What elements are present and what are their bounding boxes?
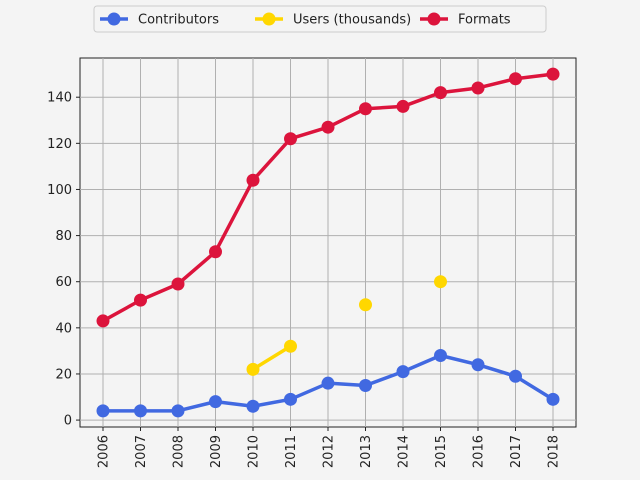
data-point (359, 378, 372, 392)
series-line-segment (176, 249, 218, 286)
legend-entry: Formats (420, 12, 511, 28)
data-point (209, 395, 222, 409)
x-tick-label: 2011 (284, 435, 299, 468)
data-point (171, 404, 185, 418)
data-point (434, 275, 447, 289)
data-point (134, 404, 147, 418)
series-line-segment (326, 106, 368, 129)
series-line-segment (363, 369, 405, 388)
data-point (209, 245, 222, 259)
legend-swatch-marker (262, 12, 276, 26)
data-point (434, 349, 447, 363)
y-tick-label: 100 (47, 183, 72, 198)
data-point (546, 392, 560, 406)
x-tick-label: 2013 (359, 435, 374, 468)
data-point (509, 369, 522, 383)
data-point (284, 339, 297, 353)
legend-label: Contributors (138, 13, 219, 28)
legend-label: Formats (458, 13, 511, 28)
series-1 (246, 275, 447, 376)
data-point (434, 86, 447, 100)
series-2 (96, 67, 560, 328)
data-point (509, 72, 522, 86)
data-point (246, 362, 260, 376)
x-tick-label: 2017 (509, 435, 524, 468)
data-point (246, 173, 260, 187)
data-point (471, 81, 485, 95)
x-tick-label: 2010 (247, 435, 262, 468)
series-group (96, 67, 560, 418)
legend-swatch-marker (427, 12, 441, 26)
series-line-segment (401, 90, 443, 109)
data-point (284, 132, 297, 146)
data-point (96, 404, 110, 418)
y-tick-label: 120 (47, 137, 72, 152)
y-tick-label: 40 (55, 321, 72, 336)
legend: Contributors Users (thousands) Formats (93, 5, 547, 33)
x-tick-label: 2012 (322, 435, 337, 468)
x-tick-label: 2018 (547, 435, 562, 468)
series-line-segment (251, 136, 293, 182)
x-tick-label: 2006 (97, 435, 112, 468)
data-point (321, 120, 335, 134)
legend-swatch-marker (107, 12, 121, 26)
y-tick-label: 20 (55, 367, 72, 382)
series-line-segment (401, 353, 443, 374)
series-line-segment (476, 362, 518, 379)
legend-entry: Users (thousands) (255, 12, 411, 28)
data-point (396, 365, 410, 379)
data-point (471, 358, 485, 372)
legend-entry: Contributors (100, 12, 219, 28)
data-point (96, 314, 110, 328)
legend-label: Users (thousands) (293, 13, 411, 28)
series-line-segment (251, 344, 293, 372)
series-line-segment (288, 381, 330, 402)
x-tick-label: 2016 (472, 435, 487, 468)
data-point (284, 392, 297, 406)
series-0 (96, 349, 560, 418)
data-point (396, 99, 410, 113)
series-line-segment (101, 298, 143, 323)
data-point (134, 293, 147, 307)
data-point (321, 376, 335, 390)
series-line-segment (288, 125, 330, 141)
x-tick-label: 2008 (172, 435, 187, 468)
data-point (359, 298, 372, 312)
series-line-segment (213, 178, 255, 254)
data-point (171, 277, 185, 291)
legend-frame (93, 5, 547, 33)
series-line-segment (513, 374, 555, 402)
y-tick-label: 140 (47, 91, 72, 106)
y-axis: 0 20 40 60 80 100 120 140 (47, 91, 80, 429)
y-tick-label: 60 (55, 275, 72, 290)
x-tick-label: 2014 (397, 435, 412, 468)
data-point (246, 399, 260, 413)
data-point (359, 102, 372, 116)
series-line-segment (138, 282, 180, 302)
x-tick-label: 2007 (134, 435, 149, 468)
x-tick-label: 2009 (209, 435, 224, 468)
x-tick-label: 2015 (434, 435, 449, 468)
y-tick-label: 0 (64, 414, 72, 429)
x-axis: 2006 2007 2008 2009 2010 2011 2012 2013 2014 2015… (97, 427, 562, 468)
data-point (546, 67, 560, 81)
grid (80, 58, 576, 427)
y-tick-label: 80 (55, 229, 72, 244)
